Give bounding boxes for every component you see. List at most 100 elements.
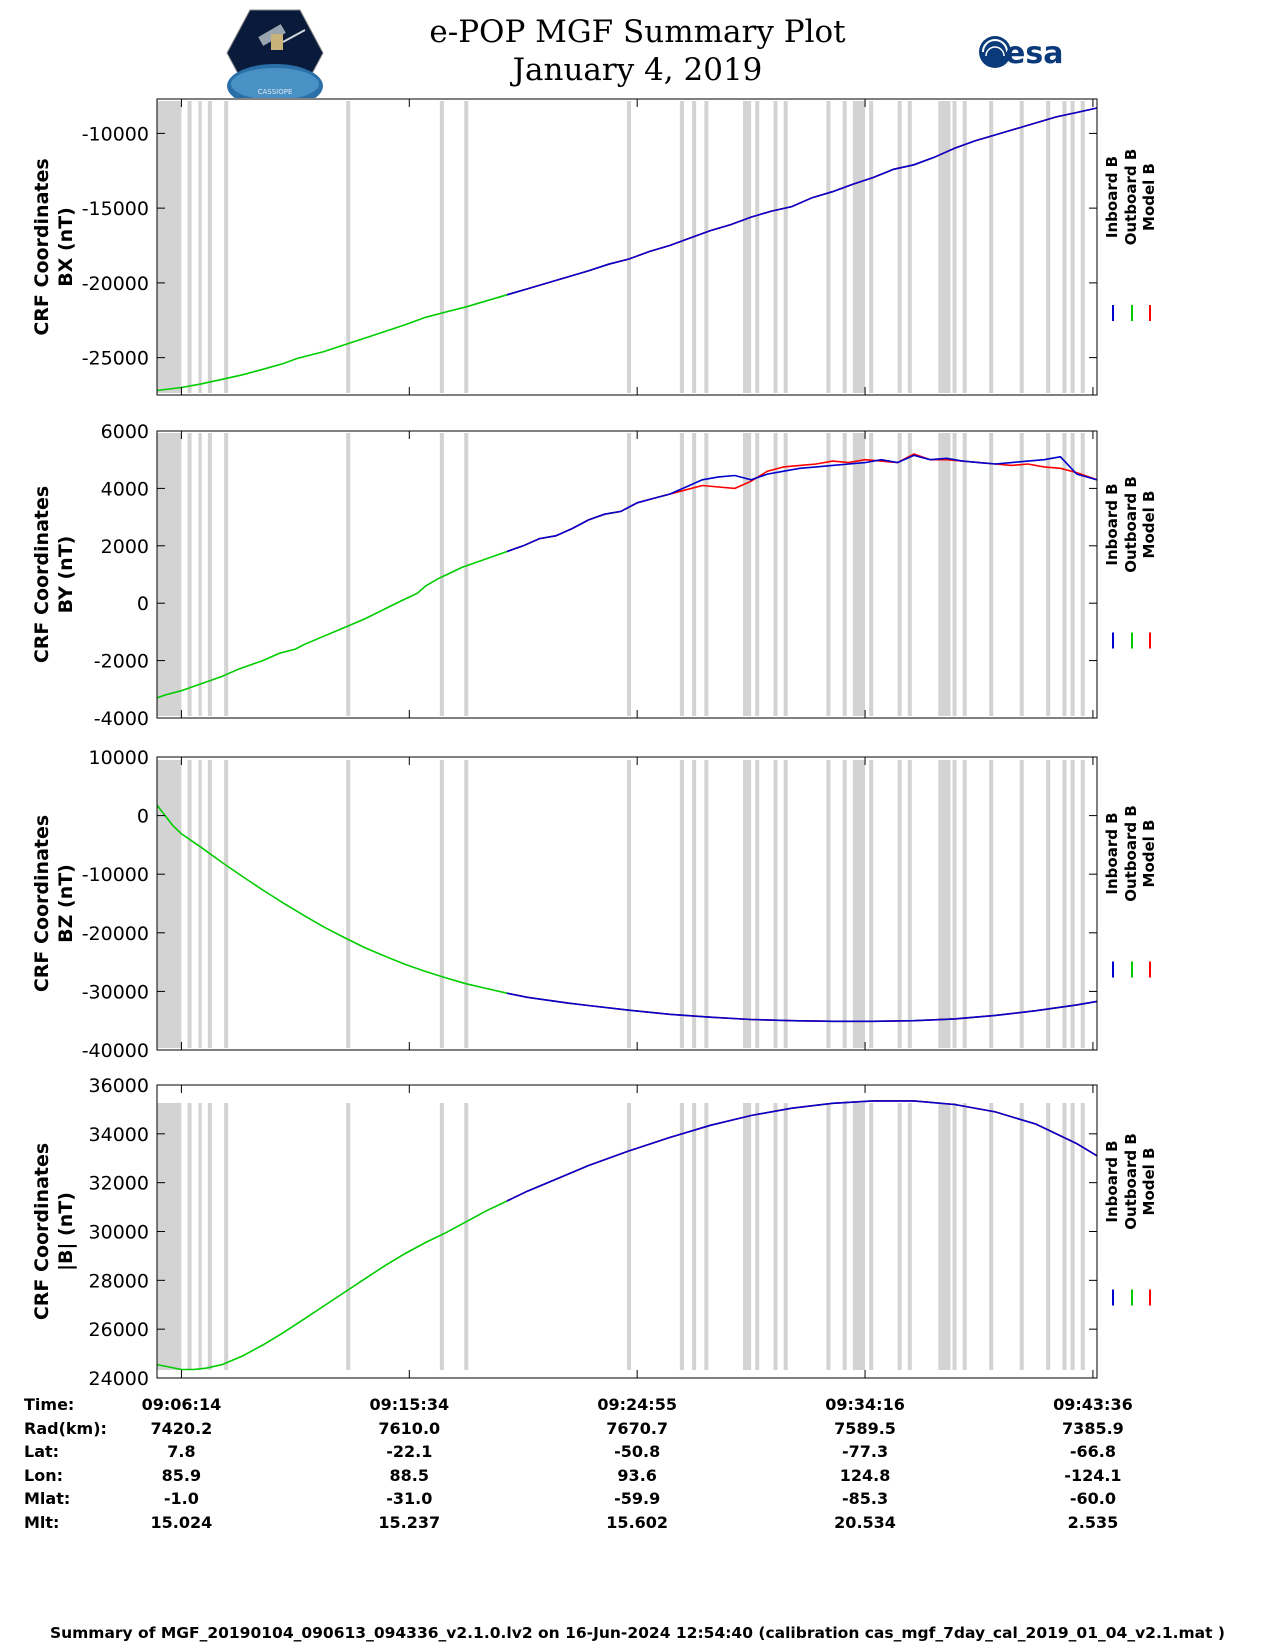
data-gap [439, 760, 444, 1048]
x-tick-time-label: 09:43:36 [1053, 1395, 1133, 1414]
y-tick-label: 34000 [89, 1124, 149, 1146]
esa-logo-text: esa [1005, 36, 1063, 71]
data-gap [826, 101, 831, 393]
x-tick-time-label: 09:24:55 [597, 1395, 677, 1414]
data-gap [826, 1103, 831, 1370]
y-tick-label: 28000 [89, 1270, 149, 1292]
y-tick-label: 0 [137, 593, 149, 615]
chart-panel-4: 24000 26000 28000 30000 32000 34000 36000 CRF C… [31, 1075, 1158, 1390]
data-gap [852, 433, 866, 716]
data-gap [1062, 101, 1067, 393]
y-tick-label: -20000 [82, 923, 149, 945]
data-gap [1080, 101, 1085, 393]
y-tick-label: -30000 [82, 981, 149, 1003]
ephemeris-value: -124.1 [1064, 1465, 1122, 1485]
data-gap [869, 433, 874, 716]
data-gap [679, 101, 684, 393]
y-tick-label: 0 [137, 806, 149, 828]
data-gap [1019, 1103, 1024, 1370]
ephemeris-value: -59.9 [614, 1489, 661, 1508]
data-gap [157, 1103, 182, 1370]
data-gap [989, 760, 994, 1048]
legend-label: Inboard B [1103, 156, 1121, 238]
ephemeris-value: 7385.9 [1062, 1418, 1124, 1438]
legend-label: Outboard B [1122, 1133, 1140, 1230]
data-gap [897, 433, 902, 716]
data-gap [224, 433, 229, 716]
data-gap [224, 760, 229, 1048]
y-axis-label: CRF Coordinates BY (nT) [31, 486, 77, 663]
data-gap [1080, 760, 1085, 1048]
chart-panel-2: -4000 -2000 0 2000 4000 6000 CRF Coordinates BY… [31, 421, 1158, 730]
data-gap [1019, 433, 1024, 716]
data-gap [962, 433, 967, 716]
data-gap [842, 1103, 847, 1370]
plot-frame [156, 430, 1098, 719]
y-tick-label: 4000 [101, 478, 149, 500]
data-gap [198, 433, 202, 716]
ephemeris-value: 7420.2 [150, 1418, 213, 1438]
data-gap [907, 760, 912, 1048]
data-gap [907, 433, 912, 716]
data-gap [989, 101, 994, 393]
data-gap [157, 760, 182, 1048]
y-axis-label-line: BZ (nT) [55, 864, 77, 943]
data-gap [783, 101, 788, 393]
data-gap [1019, 101, 1024, 393]
data-gap [742, 760, 752, 1048]
legend-label: Outboard B [1122, 476, 1140, 573]
series-line-outboard-b [156, 294, 508, 392]
x-tick-time-label: 09:15:34 [369, 1395, 450, 1414]
y-tick-label: -10000 [82, 123, 149, 145]
data-gap [783, 1103, 788, 1370]
data-gap [187, 433, 192, 716]
ephemeris-value: -31.0 [386, 1489, 433, 1508]
data-gap [1046, 760, 1051, 1048]
data-gap [1046, 433, 1051, 716]
data-gap [187, 1103, 192, 1370]
data-gap [1062, 433, 1067, 716]
data-gap [187, 760, 192, 1048]
data-gap [224, 1103, 229, 1370]
data-gap [692, 101, 697, 393]
data-gap [755, 433, 760, 716]
data-gap [692, 760, 697, 1048]
data-gap [962, 760, 967, 1048]
legend-label: Model B [1140, 820, 1158, 888]
series-line-outboard-b [156, 1200, 508, 1371]
ephemeris-row-label: Mlt: [24, 1512, 60, 1532]
ephemeris-value: 7589.5 [834, 1418, 896, 1438]
data-gap [198, 760, 202, 1048]
legend-label: Inboard B [1103, 812, 1121, 894]
y-tick-label: -10000 [82, 864, 149, 886]
ephemeris-row-label: Mlat: [24, 1489, 71, 1508]
y-axis-label-line: CRF Coordinates [31, 1143, 53, 1320]
data-gap [704, 101, 709, 393]
y-tick-label: -20000 [82, 273, 149, 295]
data-gap [826, 760, 831, 1048]
y-tick-label: -40000 [82, 1040, 149, 1062]
data-gap [1062, 1103, 1067, 1370]
data-gap [207, 760, 212, 1048]
ephemeris-value: 7670.7 [606, 1418, 669, 1438]
y-axis-label: CRF Coordinates BX (nT) [31, 158, 77, 335]
data-gap [1070, 433, 1075, 716]
y-axis-label-line: BX (nT) [55, 207, 77, 287]
ephemeris-value: -66.8 [1069, 1442, 1116, 1461]
data-gap [627, 1103, 632, 1370]
data-gap [783, 760, 788, 1048]
y-tick-label: 6000 [101, 421, 149, 443]
data-gap [627, 101, 632, 393]
y-tick-label: 2000 [101, 536, 149, 558]
data-gap [207, 101, 212, 393]
data-gap [692, 433, 697, 716]
data-gap [439, 1103, 444, 1370]
data-gap [783, 433, 788, 716]
data-gap [346, 101, 351, 393]
y-tick-label: -15000 [82, 198, 149, 220]
x-tick-time-label: 09:06:14 [141, 1395, 222, 1414]
data-gap [773, 760, 778, 1048]
data-gap [1070, 101, 1075, 393]
ephemeris-value: 20.534 [834, 1512, 896, 1532]
